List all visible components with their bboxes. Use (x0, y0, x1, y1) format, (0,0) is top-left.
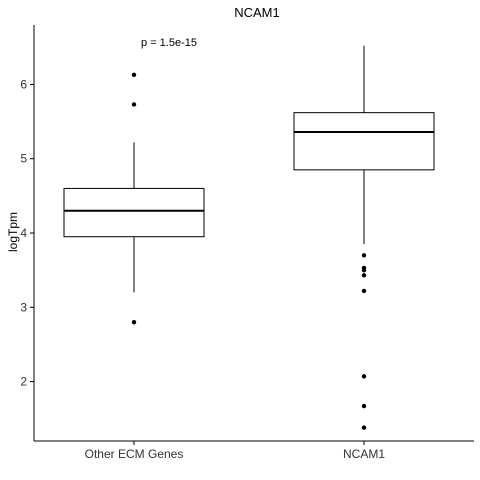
outlier-point (361, 403, 367, 409)
box-group (293, 45, 435, 430)
p-value-annotation: p = 1.5e-15 (141, 37, 197, 49)
y-tick-label: 2 (20, 375, 27, 389)
box-series (63, 45, 435, 430)
outlier-point (361, 273, 367, 278)
box-group (63, 72, 205, 325)
outlier-point (361, 267, 367, 273)
box-iqr (293, 112, 435, 171)
y-tick-label: 3 (20, 300, 27, 314)
outlier-point (131, 102, 137, 107)
outlier-point (361, 425, 367, 430)
outlier-point (131, 319, 137, 325)
box-iqr (63, 187, 205, 238)
x-tick-label: NCAM1 (343, 447, 385, 461)
y-axis-label: logTpm (6, 212, 20, 252)
y-tick-label: 6 (20, 77, 27, 91)
y-axis-ticks: 2 3 4 5 6 (20, 77, 34, 389)
x-axis-ticks: Other ECM Genes NCAM1 (85, 441, 385, 461)
outlier-point (361, 253, 367, 258)
y-tick-label: 4 (20, 226, 27, 240)
outlier-point (361, 374, 367, 379)
y-tick-label: 5 (20, 152, 27, 166)
chart-title: NCAM1 (234, 5, 280, 20)
outlier-point (361, 288, 367, 294)
outlier-point (131, 72, 137, 77)
x-tick-label: Other ECM Genes (85, 447, 184, 461)
